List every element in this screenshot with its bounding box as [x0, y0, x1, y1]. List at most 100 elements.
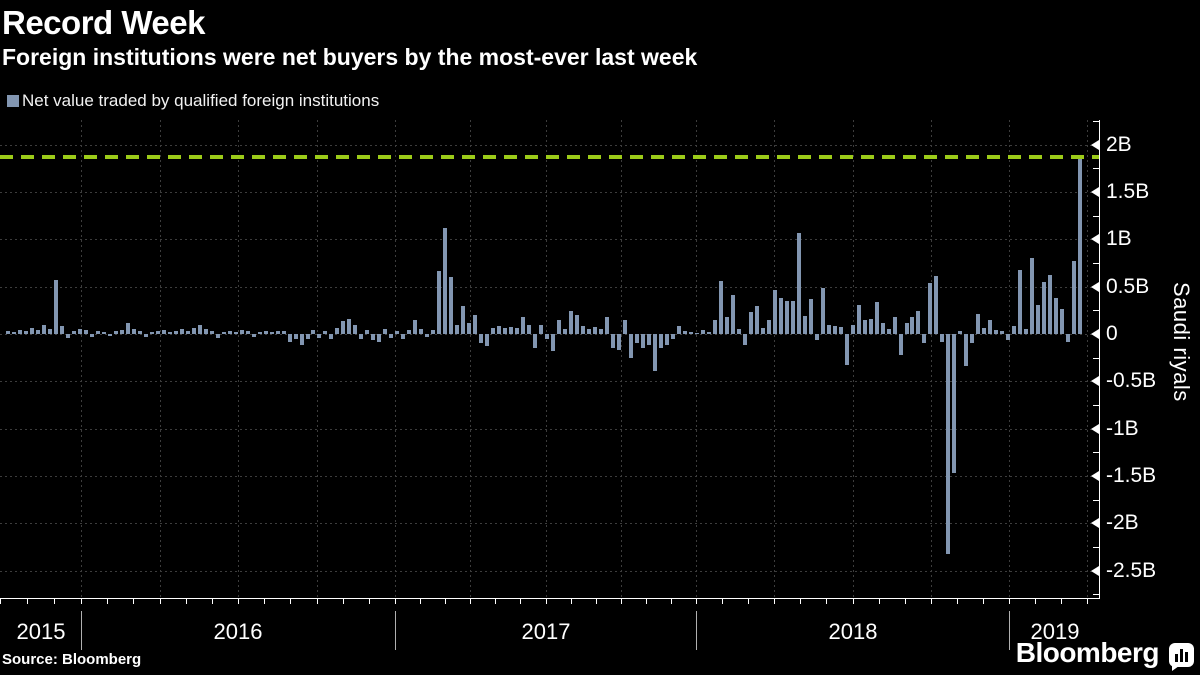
- bar: [78, 329, 82, 334]
- bar: [545, 334, 549, 339]
- y-minor-tick: [1093, 144, 1099, 146]
- bar: [934, 276, 938, 334]
- bar: [401, 334, 405, 339]
- bar: [659, 334, 663, 349]
- bar: [198, 324, 202, 334]
- bar: [797, 232, 801, 334]
- bar: [737, 329, 741, 334]
- y-axis-line: [1099, 120, 1100, 598]
- bar: [952, 334, 956, 474]
- bar: [341, 320, 345, 334]
- bar: [1054, 298, 1058, 334]
- bar: [288, 334, 292, 342]
- bar: [761, 328, 765, 334]
- bar: [1030, 258, 1034, 334]
- bar: [66, 334, 70, 338]
- bar: [467, 322, 471, 334]
- bar: [815, 334, 819, 340]
- bar: [210, 331, 214, 334]
- bar: [497, 326, 501, 334]
- x-month-tick: [495, 598, 496, 604]
- gridline-horizontal: [0, 334, 1100, 335]
- y-minor-tick: [1093, 263, 1099, 265]
- bar: [18, 330, 22, 334]
- bar: [168, 332, 172, 334]
- y-minor-tick: [1093, 381, 1099, 383]
- bar: [755, 305, 759, 334]
- bar: [371, 334, 375, 340]
- x-axis-line: [0, 598, 1100, 599]
- y-minor-tick: [1093, 168, 1099, 170]
- gridline-vertical: [81, 120, 82, 598]
- x-month-tick: [290, 598, 291, 604]
- bar: [1078, 158, 1082, 334]
- y-tick-label: -0.5B: [1106, 369, 1157, 393]
- x-month-tick: [774, 598, 775, 604]
- bar: [863, 319, 867, 334]
- bar: [1000, 331, 1004, 334]
- bar: [575, 315, 579, 334]
- bar: [1024, 329, 1028, 334]
- bar: [222, 332, 226, 334]
- y-tick-label: 1.5B: [1106, 180, 1150, 204]
- x-month-tick: [27, 598, 28, 604]
- bar: [419, 329, 423, 334]
- x-month-tick: [317, 598, 318, 604]
- bar: [611, 334, 615, 349]
- bar: [994, 330, 998, 334]
- gridline-vertical: [546, 120, 547, 598]
- y-axis-title: Saudi riyals: [1169, 282, 1194, 402]
- chart-title: Record Week: [2, 4, 205, 41]
- gridline-horizontal: [0, 286, 1100, 288]
- bar: [928, 282, 932, 334]
- bar: [282, 331, 286, 334]
- bar: [36, 330, 40, 334]
- bar: [294, 334, 298, 339]
- gridline-vertical: [931, 120, 932, 598]
- x-month-tick: [983, 598, 984, 604]
- year-divider-line: [696, 611, 697, 650]
- gridline-vertical: [1087, 120, 1088, 598]
- bar: [916, 311, 920, 334]
- x-month-tick: [54, 598, 55, 604]
- bar: [821, 287, 825, 334]
- bar: [839, 327, 843, 334]
- bar: [252, 334, 256, 337]
- y-minor-tick: [1093, 310, 1099, 312]
- y-tick-label: 0: [1106, 322, 1118, 345]
- x-month-tick: [957, 598, 958, 604]
- x-month-tick: [905, 598, 906, 604]
- x-month-tick: [696, 598, 697, 604]
- bar: [605, 316, 609, 334]
- record-reference-line: [0, 155, 1100, 160]
- bar: [557, 319, 561, 334]
- x-month-tick: [1009, 598, 1010, 604]
- bar: [132, 329, 136, 334]
- gridline-vertical: [621, 120, 622, 598]
- bar: [180, 329, 184, 334]
- bar: [1036, 304, 1040, 334]
- year-divider-line: [81, 611, 82, 650]
- bar: [833, 326, 837, 334]
- bar: [437, 270, 441, 334]
- x-month-tick: [596, 598, 597, 604]
- y-minor-tick: [1093, 452, 1099, 454]
- bar: [964, 334, 968, 367]
- bar: [539, 324, 543, 334]
- bar: [767, 319, 771, 334]
- bar: [785, 300, 789, 334]
- bar: [623, 319, 627, 334]
- bar: [449, 277, 453, 334]
- bar: [258, 332, 262, 334]
- bar: [317, 334, 321, 338]
- y-tick-label: -1B: [1106, 416, 1139, 440]
- bar: [186, 331, 190, 334]
- plot-area: [0, 120, 1100, 604]
- y-minor-tick: [1093, 286, 1099, 288]
- bar: [12, 332, 16, 334]
- bar: [329, 334, 333, 339]
- bar: [54, 280, 58, 334]
- bar: [922, 334, 926, 344]
- x-month-tick: [1061, 598, 1062, 604]
- y-minor-tick: [1093, 428, 1099, 430]
